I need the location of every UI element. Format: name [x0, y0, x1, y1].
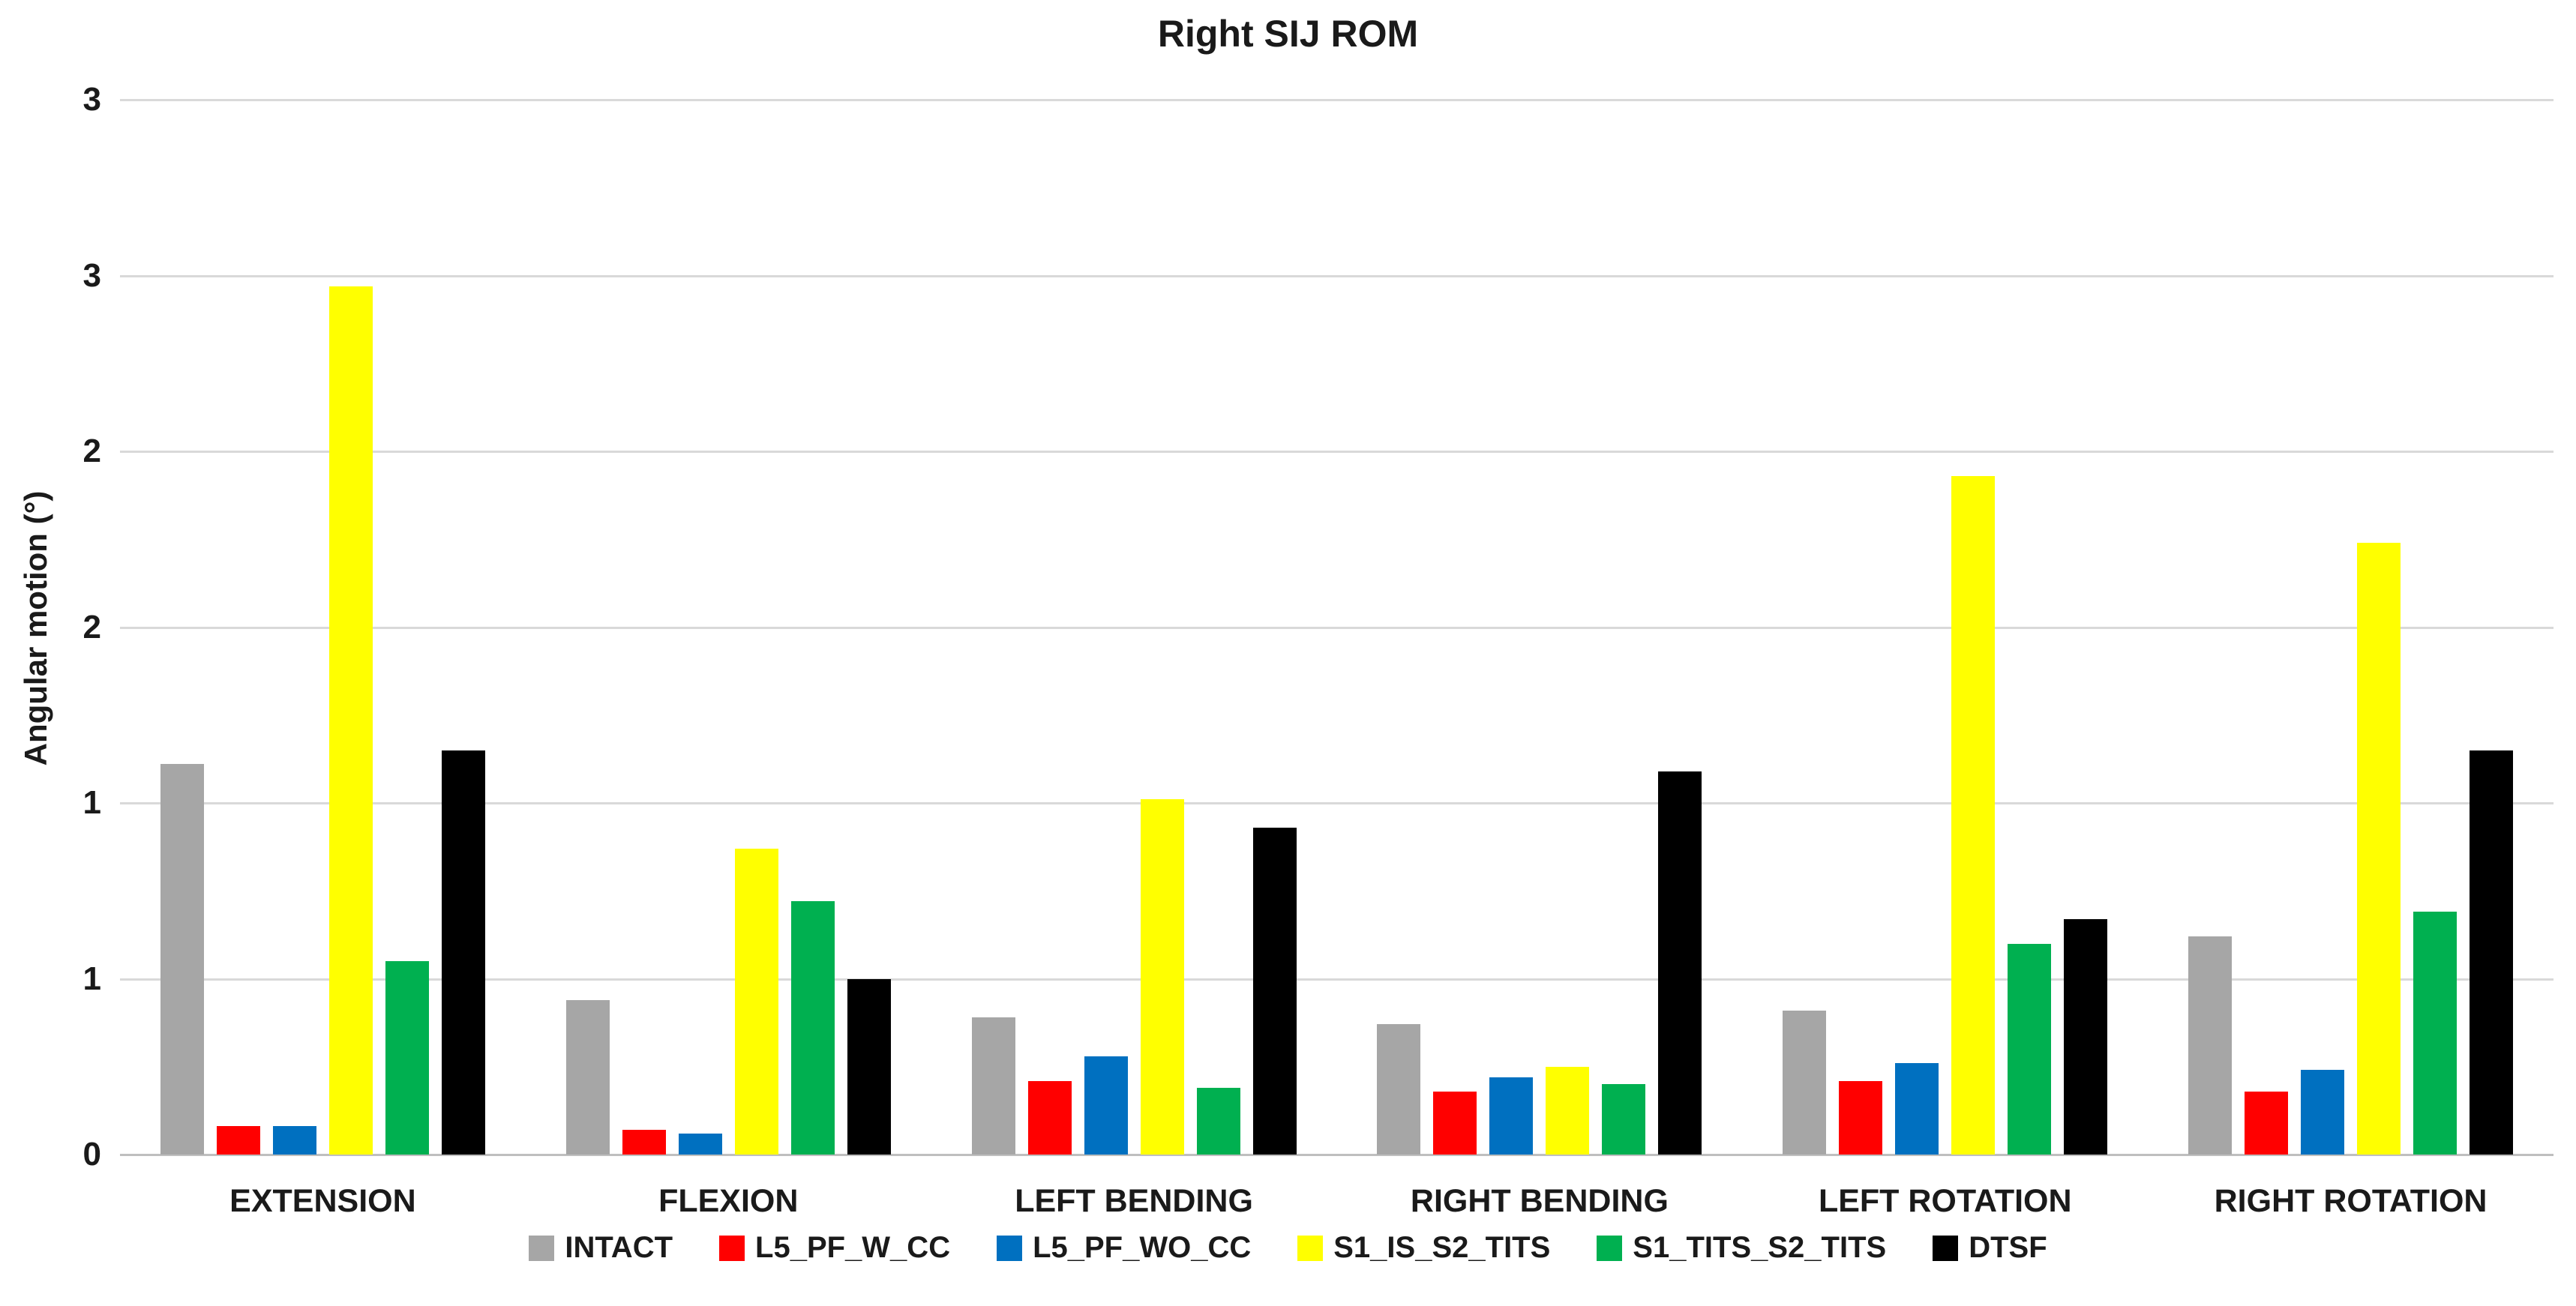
- bar-dtsf-extension: [441, 750, 485, 1155]
- legend-swatch-icon: [1933, 1235, 1959, 1261]
- bar-dtsf-left-rotation: [2064, 918, 2108, 1155]
- bar-dtsf-left-bending: [1252, 827, 1297, 1155]
- gridline-3: [120, 99, 2554, 101]
- bar-l5_pf_w_cc-left-bending: [1027, 1080, 1072, 1155]
- legend-label: S1_IS_S2_TITS: [1333, 1231, 1551, 1264]
- y-tick-label: 0: [82, 1136, 101, 1173]
- bar-dtsf-right-bending: [1658, 771, 1702, 1155]
- legend-item-intact: INTACT: [529, 1231, 673, 1265]
- legend-label: L5_PF_W_CC: [755, 1231, 951, 1264]
- bar-l5_pf_w_cc-right-bending: [1433, 1091, 1477, 1155]
- y-tick-label: 1: [82, 784, 101, 821]
- bar-s1_is_s2_tits-right-rotation: [2357, 542, 2401, 1155]
- category-label-left-bending: LEFT BENDING: [1015, 1183, 1253, 1219]
- legend-swatch-icon: [1297, 1235, 1324, 1261]
- bar-group-left-rotation: [1742, 475, 2148, 1155]
- gridline-2.5: [120, 274, 2554, 277]
- bar-s1_tits_s2_tits-right-bending: [1602, 1084, 1646, 1155]
- category-label-right-rotation: RIGHT ROTATION: [2214, 1183, 2488, 1219]
- bar-l5_pf_w_cc-left-rotation: [1839, 1080, 1883, 1155]
- legend-swatch-icon: [1597, 1235, 1623, 1261]
- bar-s1_is_s2_tits-right-bending: [1546, 1066, 1590, 1155]
- bar-intact-left-bending: [971, 1017, 1015, 1155]
- bar-dtsf-right-rotation: [2470, 750, 2514, 1155]
- bar-group-left-bending: [931, 799, 1337, 1155]
- legend-item-s1_tits_s2_tits: S1_TITS_S2_TITS: [1597, 1231, 1886, 1265]
- bar-group-right-rotation: [2148, 542, 2554, 1155]
- gridline-0: [120, 1154, 2554, 1156]
- legend-item-l5_pf_w_cc: L5_PF_W_CC: [719, 1231, 950, 1265]
- category-label-right-bending: RIGHT BENDING: [1410, 1183, 1669, 1219]
- bar-s1_tits_s2_tits-flexion: [790, 901, 835, 1155]
- bar-l5_pf_w_cc-flexion: [622, 1130, 666, 1155]
- bar-s1_tits_s2_tits-right-rotation: [2413, 912, 2458, 1155]
- legend: INTACT L5_PF_W_CC L5_PF_WO_CC S1_IS_S2_TITS…: [0, 1231, 2576, 1265]
- bar-l5_pf_wo_cc-left-bending: [1084, 1056, 1128, 1155]
- bar-s1_tits_s2_tits-extension: [385, 961, 429, 1155]
- legend-swatch-icon: [997, 1235, 1023, 1261]
- y-tick-label: 2: [82, 433, 101, 469]
- bar-intact-extension: [160, 764, 204, 1155]
- legend-label: INTACT: [565, 1231, 673, 1264]
- y-tick-label: 3: [82, 256, 101, 294]
- legend-item-s1_is_s2_tits: S1_IS_S2_TITS: [1297, 1231, 1550, 1265]
- bar-l5_pf_wo_cc-right-bending: [1489, 1077, 1534, 1155]
- bar-intact-flexion: [565, 999, 610, 1155]
- gridline-2: [120, 451, 2554, 453]
- bar-intact-left-rotation: [1783, 1010, 1827, 1155]
- category-label-left-rotation: LEFT ROTATION: [1818, 1183, 2072, 1219]
- bar-group-right-bending: [1337, 771, 1743, 1155]
- bar-intact-right-bending: [1377, 1024, 1421, 1155]
- legend-item-dtsf: DTSF: [1933, 1231, 2047, 1265]
- category-label-flexion: FLEXION: [658, 1183, 799, 1219]
- legend-label: L5_PF_WO_CC: [1033, 1231, 1252, 1264]
- bar-l5_pf_wo_cc-flexion: [678, 1133, 722, 1155]
- chart-title: Right SIJ ROM: [1157, 13, 1419, 55]
- legend-label: DTSF: [1969, 1231, 2047, 1264]
- bar-l5_pf_wo_cc-extension: [272, 1126, 316, 1155]
- bar-s1_tits_s2_tits-left-rotation: [2008, 943, 2052, 1155]
- gridline-0.5: [120, 978, 2554, 981]
- bar-l5_pf_w_cc-extension: [216, 1126, 260, 1155]
- bar-group-extension: [120, 286, 526, 1155]
- bar-dtsf-flexion: [847, 978, 891, 1155]
- bar-s1_is_s2_tits-left-rotation: [1951, 475, 1996, 1155]
- bar-l5_pf_w_cc-right-rotation: [2245, 1091, 2289, 1155]
- bar-s1_is_s2_tits-flexion: [734, 848, 778, 1155]
- bar-intact-right-rotation: [2188, 936, 2233, 1155]
- legend-item-l5_pf_wo_cc: L5_PF_WO_CC: [997, 1231, 1251, 1265]
- y-tick-label: 1: [82, 960, 101, 997]
- bar-group-flexion: [526, 848, 931, 1155]
- gridline-1.5: [120, 626, 2554, 629]
- y-tick-label: 2: [82, 608, 101, 646]
- bar-l5_pf_wo_cc-right-rotation: [2301, 1070, 2345, 1155]
- bar-l5_pf_wo_cc-left-rotation: [1895, 1063, 1939, 1155]
- y-tick-label: 3: [82, 81, 101, 118]
- category-label-extension: EXTENSION: [229, 1183, 416, 1219]
- bar-s1_is_s2_tits-left-bending: [1140, 799, 1184, 1155]
- bar-s1_tits_s2_tits-left-bending: [1196, 1087, 1240, 1155]
- legend-swatch-icon: [529, 1235, 555, 1261]
- gridline-1: [120, 802, 2554, 804]
- legend-swatch-icon: [719, 1235, 745, 1261]
- plot-area: 3 3 2 2 1 1 0: [83, 83, 2554, 1171]
- legend-label: S1_TITS_S2_TITS: [1633, 1231, 1887, 1264]
- bar-s1_is_s2_tits-extension: [328, 286, 373, 1155]
